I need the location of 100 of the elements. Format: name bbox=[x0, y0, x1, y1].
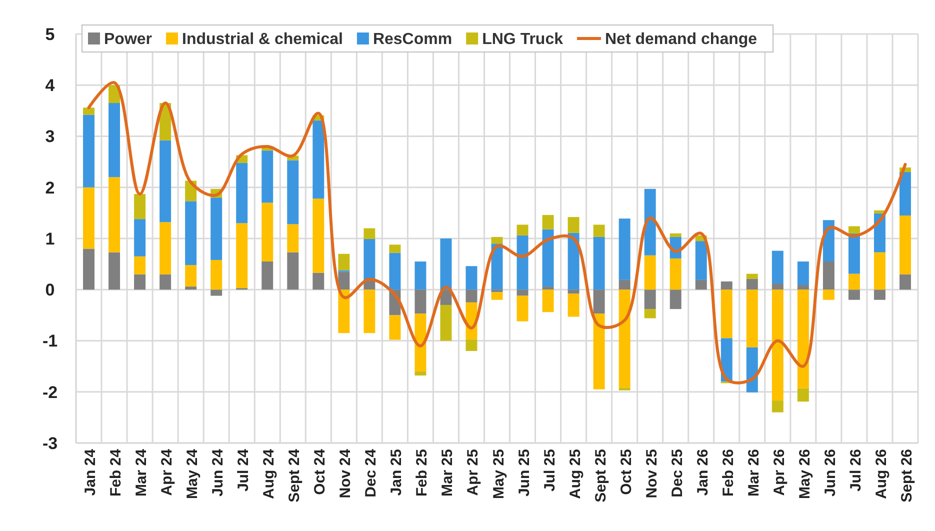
bar bbox=[491, 290, 503, 292]
bar bbox=[466, 290, 478, 302]
bar bbox=[644, 255, 656, 290]
bar bbox=[134, 219, 146, 256]
bar bbox=[720, 281, 732, 290]
bar bbox=[746, 274, 758, 279]
bar bbox=[900, 215, 911, 274]
bar bbox=[160, 274, 172, 290]
bar bbox=[542, 214, 554, 230]
bar bbox=[287, 160, 299, 224]
bar bbox=[83, 114, 94, 188]
bar bbox=[720, 290, 732, 338]
bar bbox=[134, 194, 146, 220]
bar bbox=[210, 198, 222, 260]
x-tick-label: Feb 26 bbox=[720, 449, 737, 497]
x-tick-label: Oct 25 bbox=[618, 449, 635, 495]
bar bbox=[466, 339, 478, 351]
bar bbox=[797, 285, 809, 290]
x-tick-label: Dec 24 bbox=[362, 448, 380, 498]
legend-label: Net demand change bbox=[605, 31, 758, 48]
bar bbox=[772, 283, 784, 290]
bar bbox=[797, 262, 809, 286]
x-tick-label: Jan 24 bbox=[82, 448, 100, 496]
y-tick-label: 4 bbox=[45, 76, 56, 96]
x-tick-label: Apr 26 bbox=[770, 449, 788, 496]
bar bbox=[516, 235, 528, 290]
bar bbox=[389, 244, 401, 253]
bar bbox=[389, 315, 401, 340]
x-tick-label: Aug 26 bbox=[872, 449, 890, 500]
bar bbox=[414, 371, 426, 376]
bar bbox=[568, 217, 580, 233]
bar bbox=[516, 224, 528, 236]
bar bbox=[618, 218, 630, 280]
x-tick-label: Nov 25 bbox=[643, 449, 660, 498]
bar bbox=[160, 140, 172, 222]
x-tick-label: Feb 24 bbox=[108, 448, 125, 497]
bar bbox=[874, 290, 886, 300]
bar bbox=[108, 177, 120, 252]
bar bbox=[108, 252, 120, 290]
bar bbox=[568, 294, 580, 317]
bar bbox=[695, 241, 707, 280]
x-tick-label: Sept 26 bbox=[898, 449, 916, 502]
bar bbox=[797, 290, 809, 388]
bar bbox=[542, 286, 554, 290]
bar bbox=[593, 236, 605, 290]
bar bbox=[466, 266, 478, 290]
bar bbox=[644, 309, 656, 318]
bar bbox=[338, 290, 350, 334]
bar bbox=[236, 162, 248, 224]
bar bbox=[262, 150, 274, 203]
bar bbox=[746, 347, 758, 392]
bar bbox=[287, 252, 299, 290]
x-tick-label: Jun 25 bbox=[516, 449, 533, 497]
bar bbox=[516, 296, 528, 322]
bar bbox=[593, 290, 605, 314]
y-tick-label: -2 bbox=[42, 382, 58, 402]
bar bbox=[491, 292, 503, 300]
bar bbox=[746, 290, 758, 348]
x-tick-label: Sept 25 bbox=[592, 449, 610, 502]
y-tick-label: -3 bbox=[42, 434, 58, 453]
y-tick-label: 0 bbox=[45, 280, 55, 300]
y-tick-label: 1 bbox=[45, 229, 55, 248]
bar bbox=[134, 256, 146, 274]
bar bbox=[542, 290, 554, 312]
bar bbox=[568, 290, 580, 294]
bar bbox=[593, 224, 605, 237]
x-tick-label: Jul 24 bbox=[235, 448, 252, 492]
bar bbox=[568, 232, 580, 290]
bar bbox=[874, 252, 886, 290]
x-tick-label: Mar 26 bbox=[745, 449, 762, 497]
x-tick-label: Aug 24 bbox=[260, 448, 278, 500]
legend-label: LNG Truck bbox=[482, 31, 564, 48]
bar bbox=[848, 233, 860, 274]
bar bbox=[83, 248, 94, 290]
y-tick-label: 5 bbox=[45, 24, 55, 44]
x-tick-label: Apr 24 bbox=[158, 448, 176, 496]
y-tick-label: -1 bbox=[42, 332, 58, 351]
bar bbox=[312, 120, 324, 199]
x-tick-label: Sept 24 bbox=[286, 448, 304, 502]
bar bbox=[108, 103, 120, 178]
bar bbox=[618, 280, 630, 290]
bar bbox=[670, 233, 682, 237]
bar bbox=[389, 252, 401, 290]
x-tick-label: Aug 25 bbox=[566, 449, 584, 500]
bar bbox=[542, 229, 554, 287]
bar bbox=[440, 238, 452, 290]
bar bbox=[185, 265, 197, 287]
x-tick-label: Jan 25 bbox=[388, 449, 406, 496]
x-tick-label: Nov 24 bbox=[337, 448, 354, 498]
bar bbox=[414, 314, 426, 372]
bar bbox=[670, 290, 682, 310]
bar bbox=[364, 239, 376, 281]
bar bbox=[414, 290, 426, 314]
bar bbox=[746, 278, 758, 290]
bar bbox=[848, 290, 860, 300]
x-tick-label: Jul 25 bbox=[541, 449, 558, 492]
x-tick-label: May 25 bbox=[490, 449, 508, 500]
bar bbox=[210, 260, 222, 290]
x-tick-label: Jul 26 bbox=[847, 449, 864, 492]
bar bbox=[83, 187, 94, 249]
